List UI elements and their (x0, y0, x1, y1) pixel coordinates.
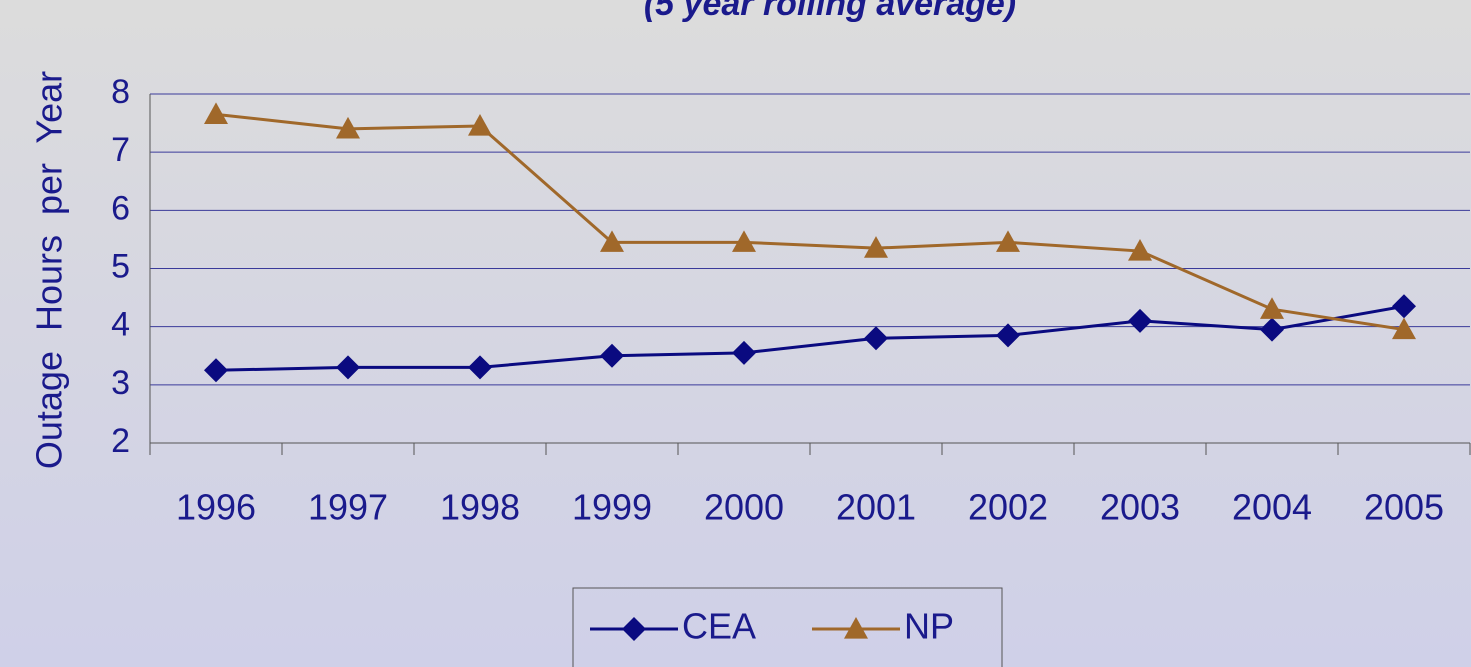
legend-label: CEA (682, 606, 756, 647)
y-axis-label: Outage Hours per Year (29, 71, 70, 469)
y-tick-label: 5 (111, 247, 130, 285)
triangle-marker (1260, 297, 1284, 319)
y-tick-label: 6 (111, 189, 130, 227)
series-line (215, 112, 1405, 332)
legend (572, 587, 1003, 667)
triangle-marker (1128, 239, 1152, 261)
y-tick-label: 2 (111, 422, 130, 460)
x-tick-label: 1999 (572, 487, 652, 528)
triangle-marker (468, 113, 492, 136)
diamond-marker (864, 326, 888, 351)
triangle-marker (732, 230, 756, 252)
x-tick-label: 1996 (176, 487, 256, 528)
chart-title: (5 year rolling average) (644, 0, 1016, 23)
x-tick-label: 2003 (1100, 487, 1180, 528)
diamond-marker (600, 343, 624, 368)
y-tick-label: 4 (111, 306, 130, 344)
x-tick-label: 2005 (1364, 487, 1444, 528)
diamond-marker (732, 340, 756, 365)
y-tick-label: 7 (111, 131, 130, 169)
x-tick-label: 2001 (836, 487, 916, 528)
diamond-marker (336, 355, 360, 380)
x-tick-label: 1997 (308, 487, 388, 528)
triangle-marker (336, 116, 360, 139)
x-tick-label: 2004 (1232, 487, 1312, 528)
x-tick-label: 2000 (704, 487, 784, 528)
triangle-marker (204, 102, 228, 124)
y-tick-label: 8 (111, 73, 130, 111)
diamond-marker (1392, 294, 1416, 319)
diamond-marker (996, 323, 1020, 348)
triangle-marker (864, 236, 888, 258)
diamond-marker (622, 617, 646, 641)
triangle-marker (996, 230, 1020, 252)
y-tick-label: 3 (111, 364, 130, 402)
diamond-marker (1260, 317, 1284, 342)
diamond-marker (468, 355, 492, 380)
triangle-marker (1392, 317, 1416, 340)
triangle-marker (844, 617, 868, 639)
series-line (215, 304, 1405, 372)
triangle-marker (600, 230, 624, 252)
diamond-marker (1128, 308, 1152, 333)
diamond-marker (204, 358, 228, 383)
x-tick-label: 2002 (968, 487, 1048, 528)
legend-label: NP (904, 606, 954, 647)
x-tick-label: 1998 (440, 487, 520, 528)
